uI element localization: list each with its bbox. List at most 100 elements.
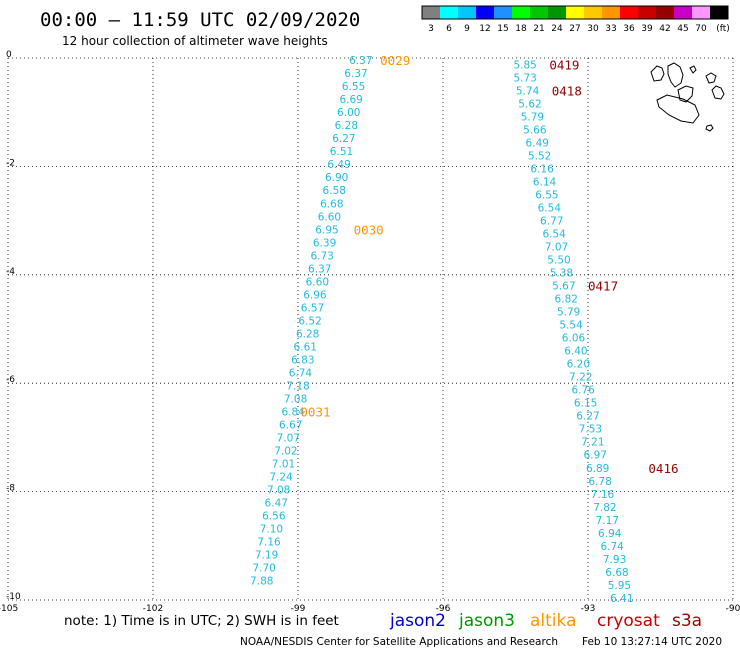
- legend-jason3: jason3: [458, 611, 515, 631]
- wave-height-value: 5.95: [608, 580, 631, 592]
- y-tick-label: -6: [6, 375, 15, 385]
- color-swatch: [530, 6, 548, 19]
- wave-height-value: 7.18: [286, 380, 309, 392]
- wave-height-value: 7.08: [284, 393, 307, 405]
- wave-height-value: 7.01: [272, 458, 295, 470]
- wave-height-value: 6.77: [540, 216, 563, 228]
- x-tick-label: -105: [0, 604, 18, 614]
- color-swatch: [566, 6, 584, 19]
- wave-height-value: 5.50: [547, 255, 570, 267]
- wave-height-value: 6.51: [330, 146, 353, 158]
- wave-height-value: 6.76: [571, 385, 595, 397]
- wave-height-value: 6.37: [344, 68, 367, 80]
- wave-height-value: 5.79: [521, 112, 544, 124]
- wave-height-value: 6.60: [318, 211, 341, 223]
- axis-tick-labels: -105 -102 -99 -96 -93 -90 0 -2 -4 -6 -8 -10: [0, 50, 740, 614]
- wave-height-value: 5.66: [523, 125, 547, 137]
- wave-height-value: 6.60: [306, 276, 329, 288]
- wave-height-value: 5.52: [528, 151, 551, 163]
- wave-height-value: 6.68: [320, 198, 343, 210]
- wave-height-value: 7.16: [257, 536, 281, 548]
- color-swatch: [476, 6, 494, 19]
- color-scale-label: (ft): [716, 24, 730, 34]
- color-swatch: [548, 6, 566, 19]
- color-swatch: [638, 6, 656, 19]
- lat-lon-grid: [7, 57, 734, 601]
- track-altika: 6.376.376.556.696.006.286.276.516.496.90…: [250, 53, 410, 587]
- wave-height-value: 7.93: [603, 554, 626, 566]
- pass-time-label: 0419: [549, 58, 579, 73]
- wave-height-value: 6.06: [562, 333, 586, 345]
- wave-height-value: 6.94: [598, 528, 622, 540]
- color-scale-label: 9: [464, 24, 470, 34]
- wave-height-value: 7.08: [267, 484, 290, 496]
- pass-time-label: 0030: [354, 222, 384, 237]
- color-scale-label: 24: [551, 24, 563, 34]
- color-swatch: [422, 6, 440, 19]
- pass-time-label: 0031: [300, 404, 330, 419]
- wave-height-value: 6.67: [279, 419, 302, 431]
- wave-height-value: 6.56: [262, 510, 286, 522]
- color-swatch: [512, 6, 530, 19]
- wave-height-value: 6.68: [605, 567, 628, 579]
- wave-height-value: 6.41: [610, 593, 633, 605]
- color-swatch: [494, 6, 512, 19]
- x-tick-label: -102: [143, 604, 163, 614]
- color-swatch: [602, 6, 620, 19]
- wave-height-value: 6.28: [296, 328, 319, 340]
- wave-height-value: 6.84: [281, 406, 305, 418]
- color-scale-label: 33: [605, 24, 616, 34]
- wave-height-value: 6.40: [564, 346, 587, 358]
- x-tick-label: -99: [291, 604, 306, 614]
- legend-s3a: s3a: [672, 611, 702, 631]
- wave-height-value: 6.49: [526, 138, 549, 150]
- y-tick-label: -2: [6, 158, 15, 168]
- wave-height-value: 6.97: [584, 450, 607, 462]
- wave-height-value: 7.22: [569, 372, 592, 384]
- wave-height-value: 6.49: [327, 159, 350, 171]
- pass-time-label: 0417: [588, 279, 618, 294]
- wave-height-value: 6.00: [337, 107, 360, 119]
- wave-height-value: 7.17: [596, 515, 619, 527]
- wave-height-value: 5.38: [550, 268, 573, 280]
- altimeter-tracks: 6.376.376.556.696.006.286.276.516.496.90…: [250, 53, 678, 605]
- color-swatch: [584, 6, 602, 19]
- color-scale-label: 12: [479, 24, 490, 34]
- wave-height-value: 7.88: [250, 575, 273, 587]
- color-swatch: [440, 6, 458, 19]
- wave-height-value: 7.24: [269, 471, 293, 483]
- chart-subtitle: 12 hour collection of altimeter wave hei…: [62, 34, 328, 48]
- color-swatch: [458, 6, 476, 19]
- wave-height-value: 6.28: [335, 120, 358, 132]
- wave-height-value: 6.82: [555, 294, 578, 306]
- wave-height-value: 6.55: [342, 81, 365, 93]
- wave-height-value: 7.53: [579, 424, 602, 436]
- wave-height-value: 6.47: [265, 497, 288, 509]
- wave-height-value: 6.83: [291, 354, 314, 366]
- y-tick-label: -4: [6, 267, 15, 277]
- color-scale-legend: 3 6 9 12 15 18 21 24 27 30 33 36 39 42 45 70 (ft): [421, 5, 730, 34]
- wave-height-value: 5.62: [518, 99, 541, 111]
- wave-height-value: 6.15: [574, 398, 597, 410]
- wave-height-value: 7.16: [591, 489, 615, 501]
- wave-height-value: 6.54: [542, 229, 566, 241]
- pass-time-label: 0029: [380, 53, 410, 68]
- wave-height-value: 5.67: [552, 281, 575, 293]
- color-scale-label: 15: [497, 24, 508, 34]
- color-scale-label: 36: [623, 24, 635, 34]
- credit-text: NOAA/NESDIS Center for Satellite Applica…: [240, 636, 558, 648]
- wave-height-value: 7.70: [252, 562, 275, 574]
- wave-height-value: 7.07: [545, 242, 568, 254]
- y-tick-label: -8: [6, 484, 15, 494]
- wave-height-value: 6.20: [567, 359, 590, 371]
- wave-height-value: 6.39: [313, 237, 336, 249]
- wave-height-value: 6.73: [310, 250, 333, 262]
- x-tick-label: -93: [581, 604, 596, 614]
- color-bar-frame: [421, 5, 729, 20]
- y-tick-label: 0: [6, 50, 12, 60]
- wave-height-value: 6.69: [339, 94, 362, 106]
- color-scale-label: 27: [569, 24, 580, 34]
- galapagos-islands-coastline: [650, 62, 725, 132]
- wave-height-value: 5.79: [557, 307, 580, 319]
